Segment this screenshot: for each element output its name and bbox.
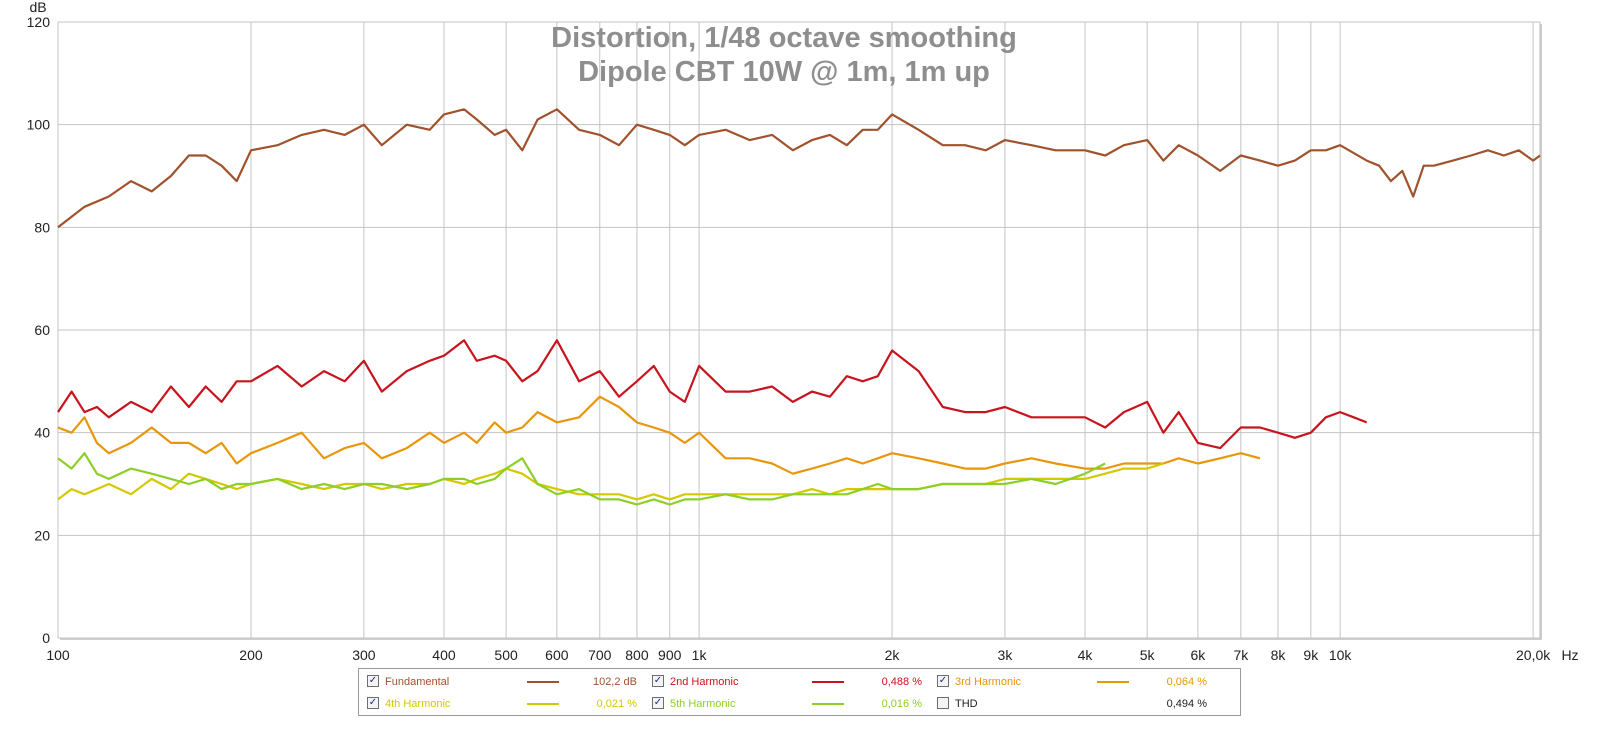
legend-value: 102,2 dB: [592, 676, 637, 688]
x-tick-label: 3k: [998, 647, 1014, 663]
x-tick-label: 200: [239, 647, 263, 663]
legend-line-swatch: [812, 703, 844, 705]
x-tick-label: 800: [625, 647, 649, 663]
x-tick-label: 100: [46, 647, 70, 663]
legend-item-4th-harmonic: ✓ 4th Harmonic 0,021 %: [367, 693, 647, 713]
chart-subtitle: Dipole CBT 10W @ 1m, 1m up: [578, 56, 990, 88]
y-tick-label: 20: [34, 527, 50, 543]
y-tick-label: 60: [34, 322, 50, 338]
series-fundamental-line: [57, 108, 1541, 229]
x-tick-label: 7k: [1233, 647, 1249, 663]
legend-panel: ✓ Fundamental 102,2 dB ✓ 2nd Harmonic 0,488 %…: [358, 668, 1241, 716]
series-5th-harmonic-line: [57, 452, 1106, 506]
legend-line-swatch: [527, 681, 559, 683]
legend-item-fundamental: ✓ Fundamental 102,2 dB: [367, 671, 647, 691]
legend-label: THD: [955, 698, 978, 710]
legend-checkbox[interactable]: ✓: [652, 697, 664, 709]
x-tick-label: 1k: [692, 647, 708, 663]
x-tick-label: 600: [545, 647, 569, 663]
legend-label: 5th Harmonic: [670, 698, 736, 710]
x-tick-label: 500: [494, 647, 518, 663]
x-tick-label: 900: [658, 647, 682, 663]
legend-line-swatch: [1097, 681, 1129, 683]
y-tick-label: 120: [27, 14, 51, 30]
legend-value: 0,064 %: [1166, 676, 1207, 688]
chart-grid: [57, 21, 1542, 640]
x-tick-label: 9k: [1303, 647, 1319, 663]
x-tick-label: 10k: [1329, 647, 1353, 663]
series-2nd-harmonic-line: [57, 339, 1368, 450]
chart-title: Distortion, 1/48 octave smoothing: [551, 22, 1017, 54]
legend-label: 2nd Harmonic: [670, 676, 739, 688]
legend-checkbox[interactable]: ✓: [937, 675, 949, 687]
y-axis-unit: dB: [29, 0, 46, 15]
chart-ticks: 0 20 40 60 80 100 120 100 200 300 400 500 600 700 800 9…: [27, 14, 1552, 663]
y-tick-label: 40: [34, 425, 50, 441]
chart-series: [57, 108, 1541, 506]
x-tick-label: 4k: [1078, 647, 1094, 663]
legend-line-swatch: [527, 703, 559, 705]
x-tick-label: 300: [352, 647, 376, 663]
legend-label: Fundamental: [385, 676, 450, 688]
legend-value: 0,021 %: [596, 698, 637, 710]
y-tick-label: 0: [42, 630, 50, 646]
legend-line-swatch: [812, 681, 844, 683]
legend-item-2nd-harmonic: ✓ 2nd Harmonic 0,488 %: [652, 671, 932, 691]
x-tick-label: 700: [588, 647, 612, 663]
legend-checkbox[interactable]: [937, 697, 949, 709]
y-tick-label: 100: [27, 117, 51, 133]
legend-label: 4th Harmonic: [385, 698, 451, 710]
legend-checkbox[interactable]: ✓: [652, 675, 664, 687]
legend-item-thd: THD 0,494 %: [937, 693, 1217, 713]
legend-label: 3rd Harmonic: [955, 676, 1022, 688]
x-tick-label: 400: [432, 647, 456, 663]
legend-value: 0,494 %: [1166, 698, 1207, 710]
series-3rd-harmonic-line: [57, 395, 1261, 475]
legend-value: 0,488 %: [881, 676, 922, 688]
legend-checkbox[interactable]: ✓: [367, 697, 379, 709]
x-tick-label: 6k: [1191, 647, 1207, 663]
x-tick-label: 8k: [1271, 647, 1287, 663]
x-tick-label: 20,0k: [1516, 647, 1551, 663]
legend-checkbox[interactable]: ✓: [367, 675, 379, 687]
legend-item-5th-harmonic: ✓ 5th Harmonic 0,016 %: [652, 693, 932, 713]
legend-item-3rd-harmonic: ✓ 3rd Harmonic 0,064 %: [937, 671, 1217, 691]
x-tick-label: 2k: [885, 647, 901, 663]
legend-value: 0,016 %: [881, 698, 922, 710]
x-axis-unit: Hz: [1561, 647, 1578, 663]
y-tick-label: 80: [34, 219, 50, 235]
x-tick-label: 5k: [1140, 647, 1156, 663]
